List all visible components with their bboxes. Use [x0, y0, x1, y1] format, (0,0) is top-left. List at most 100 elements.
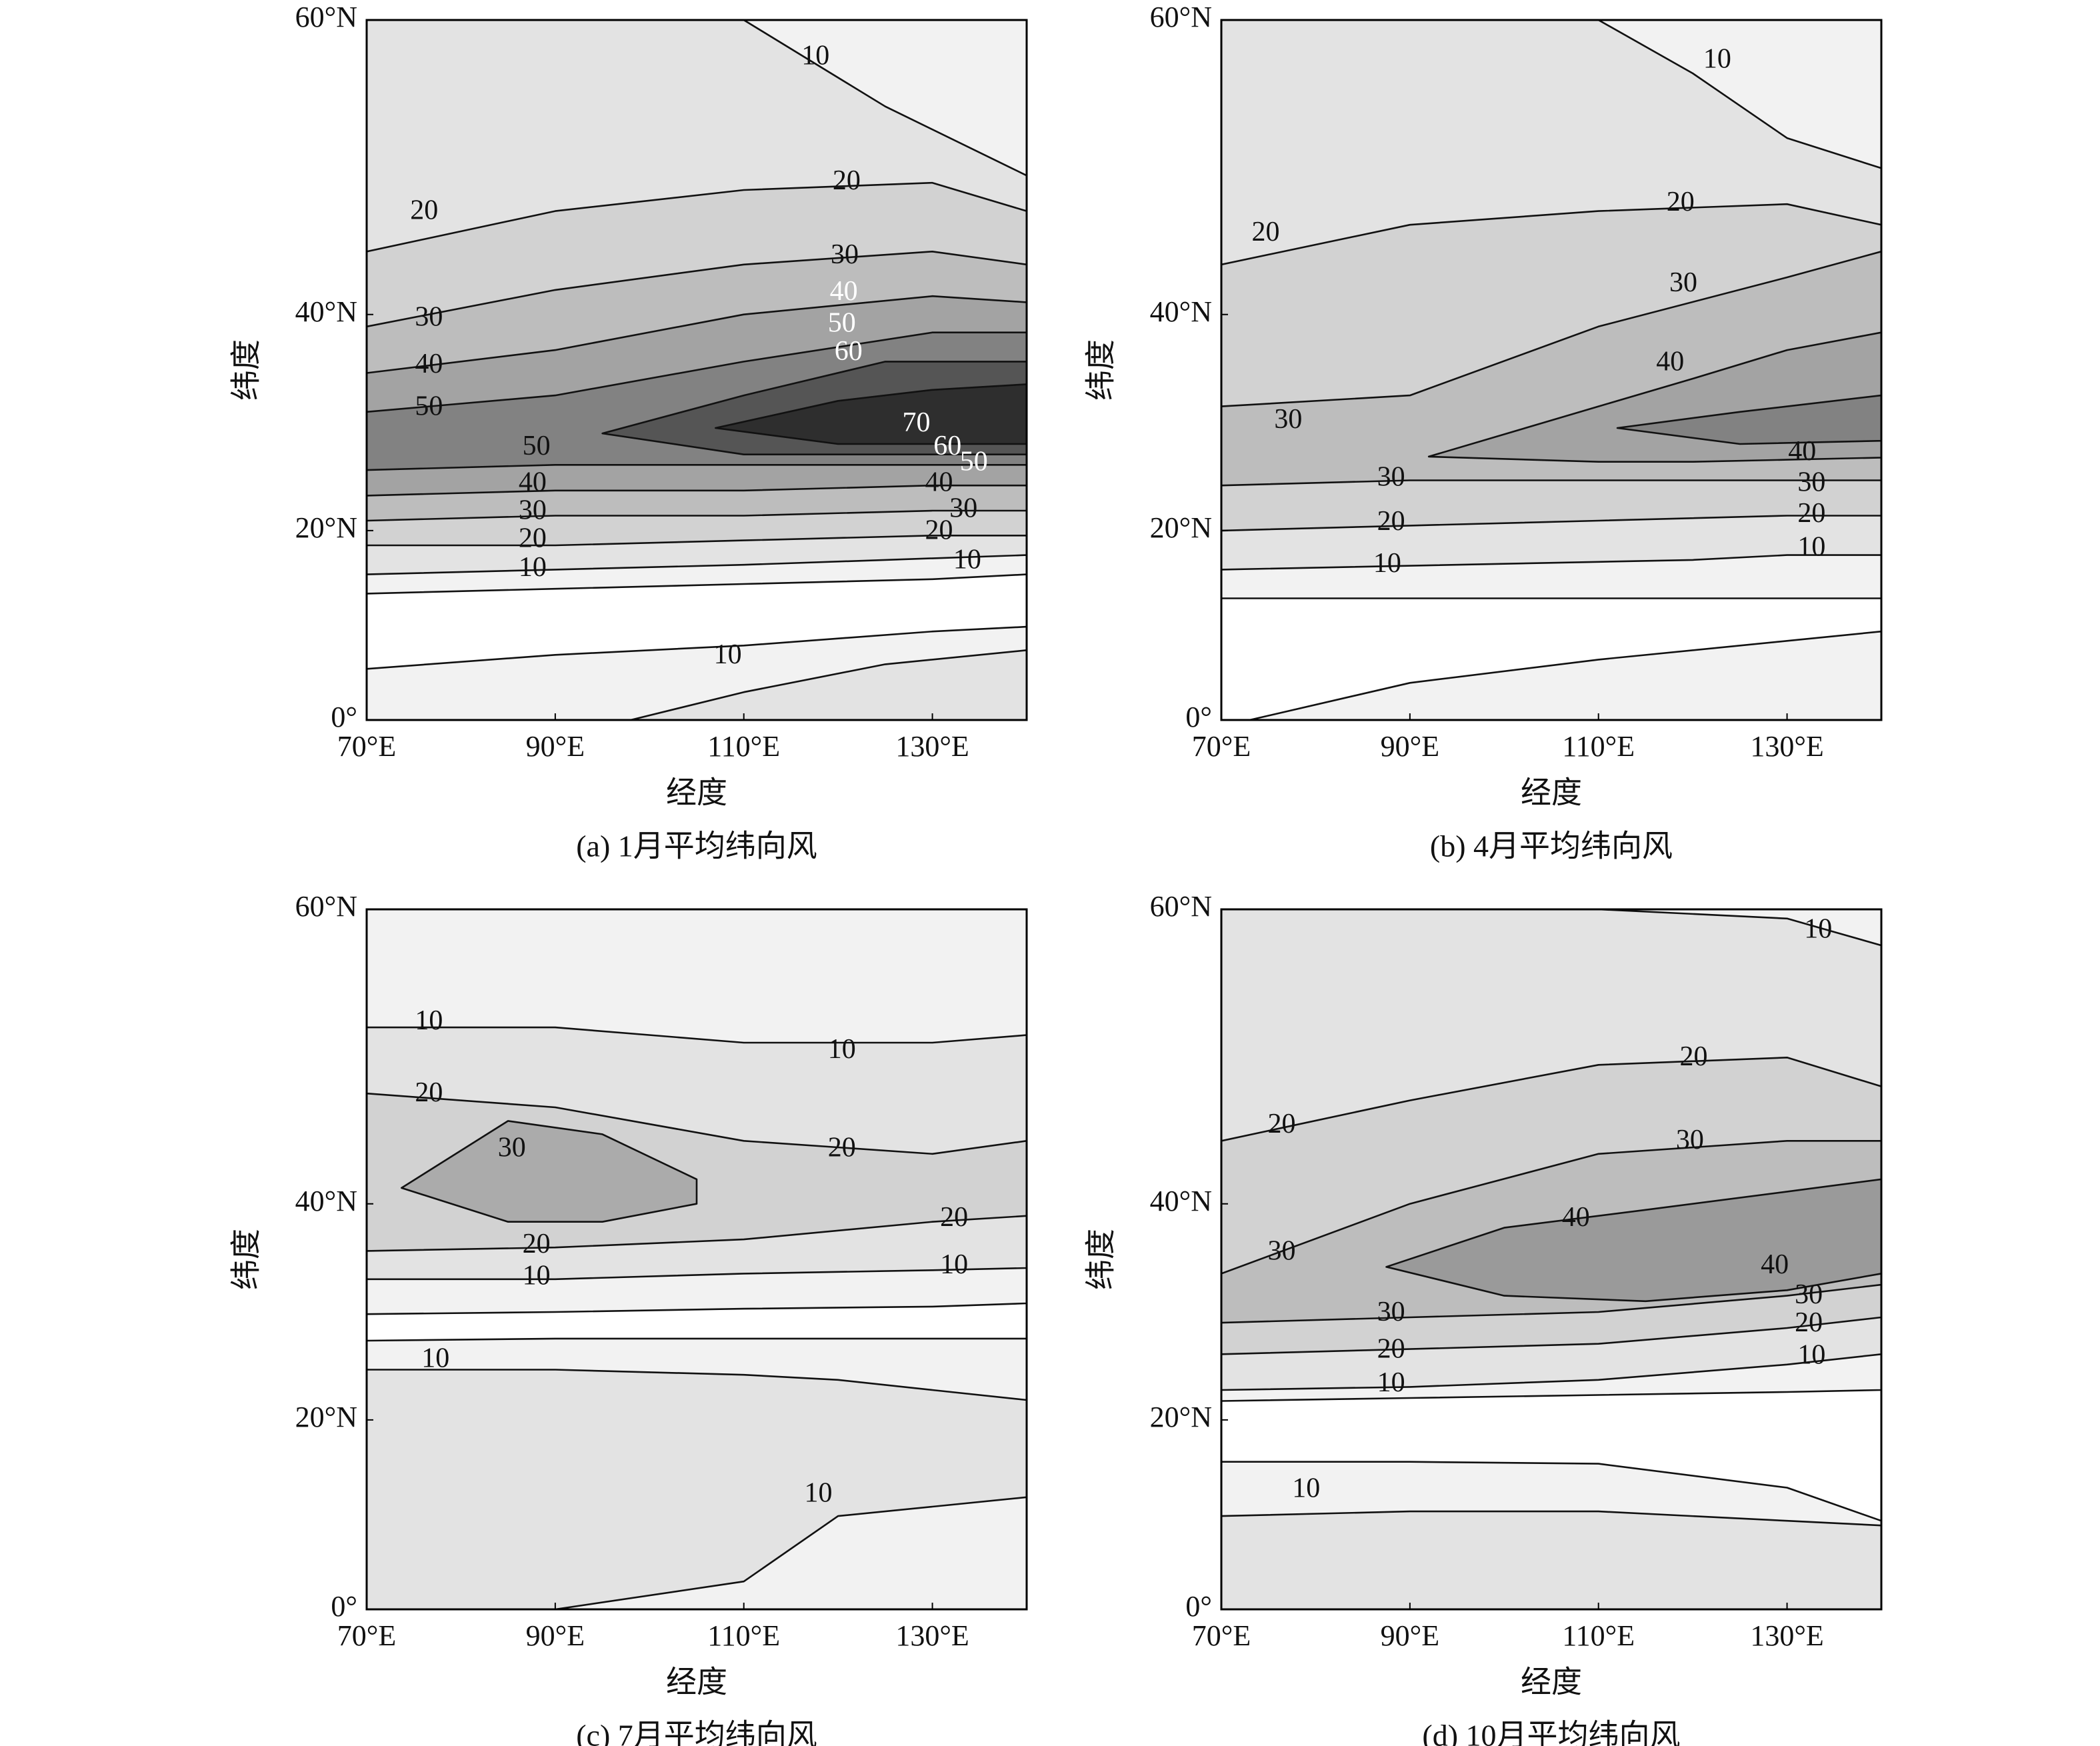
contour-label: 10 — [1797, 1340, 1825, 1371]
x-tick-label: 130°E — [1750, 1619, 1823, 1652]
y-tick-label: 60°N — [295, 1, 357, 33]
x-tick-label: 70°E — [1192, 1619, 1251, 1652]
x-tick-label: 90°E — [526, 730, 585, 763]
contour-label: 20 — [1377, 1333, 1405, 1364]
x-tick-label: 110°E — [707, 730, 780, 763]
contour-label: 60 — [835, 336, 863, 367]
contour-label: 40 — [1761, 1249, 1789, 1280]
contour-label: 10 — [523, 1261, 551, 1291]
contour-label: 40 — [925, 467, 953, 497]
contour-label: 10 — [714, 639, 742, 670]
x-tick-label: 130°E — [1750, 730, 1823, 763]
y-axis-title: 纬度 — [1084, 339, 1118, 401]
panel-title: (a) 1月平均纬向风 — [576, 829, 817, 863]
contour-label: 20 — [1797, 498, 1825, 529]
contour-label: 10 — [801, 40, 829, 71]
contour-band — [715, 383, 1027, 445]
contour-band — [1616, 394, 1881, 445]
y-tick-label: 20°N — [1150, 511, 1212, 544]
contour-label: 30 — [949, 493, 977, 524]
plot-area — [367, 20, 1027, 720]
plot-area — [1221, 20, 1881, 720]
contour-label: 70 — [903, 407, 931, 438]
contour-label: 30 — [1795, 1279, 1823, 1310]
y-tick-label: 0° — [331, 1590, 357, 1623]
contour-label: 10 — [421, 1343, 449, 1373]
panel-title: (b) 4月平均纬向风 — [1430, 829, 1673, 863]
contour-label: 20 — [1795, 1307, 1823, 1338]
contour-label: 20 — [415, 1077, 443, 1108]
x-tick-label: 70°E — [337, 730, 396, 763]
contour-label: 10 — [519, 552, 547, 583]
x-tick-label: 130°E — [895, 1619, 969, 1652]
contour-label: 20 — [940, 1202, 968, 1233]
contour-band — [1385, 1178, 1881, 1303]
x-tick-label: 130°E — [895, 730, 969, 763]
contour-label: 40 — [519, 467, 547, 497]
y-tick-label: 40°N — [1150, 1185, 1212, 1217]
y-tick-label: 40°N — [1150, 295, 1212, 328]
y-tick-label: 20°N — [1150, 1401, 1212, 1433]
contour-label: 10 — [1292, 1473, 1320, 1503]
plot-frame — [1220, 908, 1883, 1611]
contour-label: 30 — [1268, 1235, 1296, 1266]
contour-label: 10 — [828, 1034, 856, 1065]
contour-label: 20 — [1680, 1041, 1708, 1072]
contour-label: 40 — [1788, 436, 1816, 467]
contour-label: 20 — [925, 515, 953, 545]
y-tick-label: 20°N — [295, 1401, 357, 1433]
x-tick-label: 110°E — [1562, 1619, 1635, 1652]
contour-label: 10 — [1797, 531, 1825, 562]
contour-label: 30 — [1274, 404, 1302, 435]
plot-frame — [1220, 19, 1883, 721]
contour-label: 50 — [828, 308, 856, 339]
x-tick-label: 110°E — [707, 1619, 780, 1652]
panel-title: (d) 10月平均纬向风 — [1422, 1719, 1680, 1746]
contour-band — [1249, 630, 1881, 720]
contour-label: 30 — [415, 302, 443, 333]
contour-band — [401, 1120, 698, 1223]
contour-band — [1221, 1510, 1881, 1609]
contour-label: 30 — [1797, 467, 1825, 497]
x-tick-label: 90°E — [526, 1619, 585, 1652]
contour-label: 20 — [828, 1133, 856, 1163]
contour-label: 20 — [1251, 217, 1279, 247]
y-axis-title: 纬度 — [229, 339, 263, 401]
x-tick-label: 90°E — [1381, 730, 1439, 763]
contour-label: 50 — [960, 446, 988, 477]
y-tick-label: 40°N — [295, 1185, 357, 1217]
contour-label: 50 — [415, 391, 443, 421]
contour-label: 30 — [519, 495, 547, 526]
contour-label: 40 — [830, 276, 858, 307]
contour-label: 30 — [1669, 267, 1697, 298]
contour-label: 30 — [1676, 1125, 1704, 1155]
x-axis-title: 经度 — [666, 1665, 727, 1699]
contour-label: 30 — [498, 1133, 526, 1163]
contour-label: 10 — [1377, 1367, 1405, 1398]
y-tick-label: 60°N — [295, 890, 357, 923]
y-tick-label: 0° — [1185, 701, 1212, 733]
panel-title: (c) 7月平均纬向风 — [576, 1719, 817, 1746]
contour-label: 30 — [1377, 1297, 1405, 1327]
contour-label: 10 — [1804, 913, 1832, 944]
contour-label: 10 — [953, 544, 981, 575]
plot-area — [1221, 909, 1881, 1609]
contour-label: 20 — [1268, 1109, 1296, 1139]
contour-band — [629, 649, 1027, 720]
contour-label: 10 — [940, 1249, 968, 1280]
contour-label: 30 — [831, 239, 859, 270]
contour-label: 10 — [1373, 548, 1401, 579]
contour-label: 30 — [1377, 462, 1405, 493]
x-axis-title: 经度 — [1521, 776, 1582, 810]
contour-band — [367, 1369, 1027, 1609]
contour-label: 10 — [415, 1005, 443, 1036]
y-tick-label: 0° — [1185, 1590, 1212, 1623]
contour-label: 20 — [519, 523, 547, 553]
contour-label: 20 — [410, 195, 438, 225]
x-tick-label: 70°E — [1192, 730, 1251, 763]
contour-label: 20 — [833, 165, 861, 196]
x-tick-label: 110°E — [1562, 730, 1635, 763]
